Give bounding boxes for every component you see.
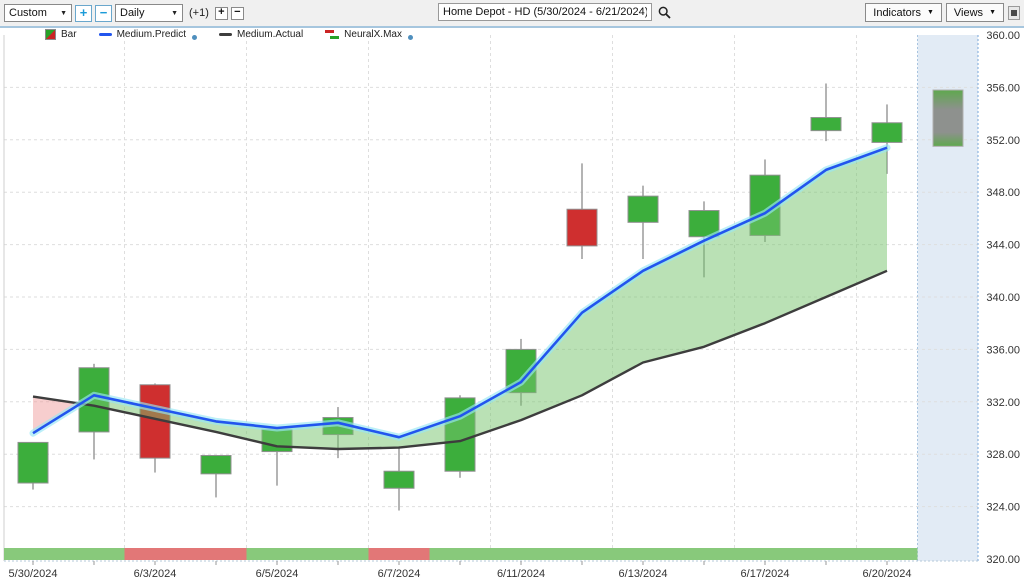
chevron-down-icon: ▼ <box>60 9 67 17</box>
price-chart[interactable]: 5/30/2024 6/3/2024 6/5/2024 6/7/2024 6/11/20… <box>0 28 1024 583</box>
legend-item-bar[interactable]: Bar <box>45 29 77 40</box>
x-axis-label: 6/11/2024 <box>497 568 545 580</box>
toolbar-right-group: Indicators ▼ Views ▼ <box>865 3 1020 22</box>
legend-info-dot[interactable] <box>407 34 413 40</box>
y-axis-label: 332.00 <box>986 397 1020 409</box>
toolbar-left-group: Custom ▼ + − Daily ▼ (+1) + − <box>4 4 244 22</box>
legend-label: Medium.Actual <box>237 29 304 40</box>
range-dropdown[interactable]: Custom ▼ <box>4 4 72 22</box>
pin-icon <box>1011 9 1017 16</box>
legend-label: NeuralX.Max <box>344 29 402 40</box>
range-dropdown-label: Custom <box>9 7 47 19</box>
zoom-in-button[interactable]: + <box>75 4 92 22</box>
y-axis-label: 348.00 <box>986 187 1020 199</box>
indicators-dropdown[interactable]: Indicators ▼ <box>865 3 942 22</box>
chart-legend: Bar Medium.Predict Medium.Actual NeuralX… <box>45 29 413 40</box>
actual-line-icon <box>219 33 233 36</box>
chevron-down-icon: ▼ <box>171 9 178 17</box>
views-dropdown-label: Views <box>953 6 984 19</box>
x-axis-label: 5/30/2024 <box>9 568 58 580</box>
x-axis-label: 6/20/2024 <box>863 568 912 580</box>
add-bar-button[interactable]: + <box>214 6 228 20</box>
neuralx-icon <box>325 30 340 39</box>
legend-item-neuralx-max[interactable]: NeuralX.Max <box>325 29 413 40</box>
x-axis-label: 6/13/2024 <box>619 568 668 580</box>
y-axis-label: 356.00 <box>986 82 1020 94</box>
symbol-search-input[interactable] <box>438 3 652 21</box>
candle-bar-icon <box>45 29 56 40</box>
predict-line-icon <box>98 33 112 36</box>
zoom-out-button[interactable]: − <box>95 4 112 22</box>
x-axis-label: 6/7/2024 <box>378 568 421 580</box>
y-axis-label: 328.00 <box>986 449 1020 461</box>
period-dropdown-label: Daily <box>120 7 145 19</box>
views-dropdown[interactable]: Views ▼ <box>945 3 1004 22</box>
y-axis-label: 320.00 <box>986 554 1020 566</box>
indicators-dropdown-label: Indicators <box>873 6 921 19</box>
panel-pin-button[interactable] <box>1008 5 1020 20</box>
chart-area: 5/30/2024 6/3/2024 6/5/2024 6/7/2024 6/11/20… <box>0 28 1024 583</box>
y-axis-label: 344.00 <box>986 240 1020 252</box>
chevron-down-icon: ▼ <box>989 9 996 16</box>
legend-item-medium-actual[interactable]: Medium.Actual <box>219 29 303 40</box>
x-axis-label: 6/5/2024 <box>256 568 299 580</box>
period-dropdown[interactable]: Daily ▼ <box>115 4 183 22</box>
toolbar: Custom ▼ + − Daily ▼ (+1) + − <box>0 0 1024 28</box>
legend-item-medium-predict[interactable]: Medium.Predict <box>98 29 198 40</box>
bar-offset-label: (+1) <box>189 7 209 19</box>
legend-label: Medium.Predict <box>116 29 187 40</box>
y-axis-label: 324.00 <box>986 502 1020 514</box>
y-axis-label: 360.00 <box>986 30 1020 42</box>
x-axis-label: 6/17/2024 <box>741 568 790 580</box>
legend-info-dot[interactable] <box>192 34 198 40</box>
symbol-search-group <box>438 3 673 21</box>
x-axis-label: 6/3/2024 <box>134 568 177 580</box>
chevron-down-icon: ▼ <box>926 9 934 16</box>
legend-label: Bar <box>61 29 77 40</box>
search-icon[interactable] <box>655 3 673 21</box>
y-axis-label: 336.00 <box>986 344 1020 356</box>
y-axis-label: 352.00 <box>986 135 1020 147</box>
y-axis-label: 340.00 <box>986 292 1020 304</box>
remove-bar-button[interactable]: − <box>230 6 244 20</box>
